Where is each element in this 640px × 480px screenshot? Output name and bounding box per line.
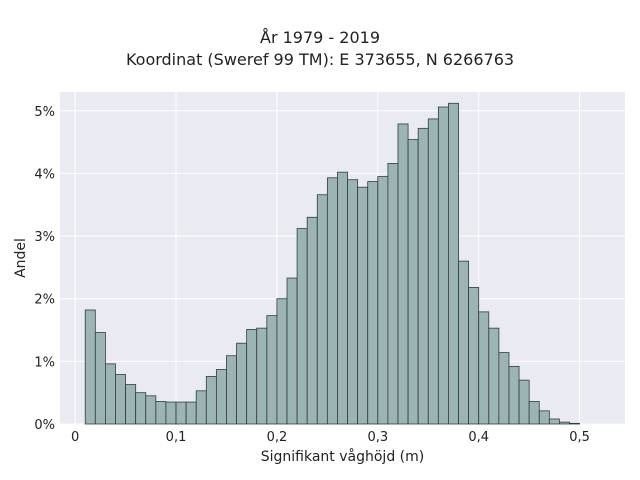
histogram-bar xyxy=(256,327,268,425)
histogram-bar xyxy=(105,363,116,425)
histogram-bar xyxy=(165,401,177,425)
histogram-bar xyxy=(569,422,580,425)
histogram-bar xyxy=(528,401,540,425)
x-tick-label: 0,3 xyxy=(367,430,388,445)
histogram-bar xyxy=(357,186,369,425)
histogram-bar xyxy=(417,127,429,425)
histogram-bar xyxy=(407,139,419,425)
y-tick-label: 1% xyxy=(34,355,55,370)
x-axis-ticks: 0 0,1 0,2 0,3 0,4 0,5 xyxy=(71,430,590,445)
histogram-bar xyxy=(498,352,510,425)
histogram-bar xyxy=(306,216,318,425)
histogram-bar xyxy=(468,287,480,425)
histogram-bar xyxy=(276,298,288,425)
histogram-bar xyxy=(246,329,258,425)
histogram-bar xyxy=(518,379,530,425)
histogram-bar xyxy=(437,106,449,425)
histogram-bar xyxy=(326,177,338,425)
histogram-bar xyxy=(236,342,248,425)
x-tick-label: 0,2 xyxy=(267,430,288,445)
x-axis-label: Signifikant våghöjd (m) xyxy=(261,448,424,465)
histogram-bar xyxy=(377,176,389,425)
histogram-bar xyxy=(508,365,520,425)
histogram-bar xyxy=(488,327,500,425)
histogram-bar xyxy=(286,277,298,425)
x-tick-label: 0,4 xyxy=(468,430,489,445)
histogram-bar xyxy=(175,401,187,425)
y-tick-label: 5% xyxy=(34,105,55,120)
histogram-bar xyxy=(397,123,409,425)
histogram-bar xyxy=(155,401,167,425)
histogram-bar xyxy=(538,410,550,425)
histogram-bar xyxy=(115,374,126,425)
histogram-bar xyxy=(135,392,147,425)
histogram-bar xyxy=(367,181,379,425)
histogram-bar xyxy=(448,102,459,425)
histogram-bar xyxy=(205,375,217,425)
y-tick-label: 3% xyxy=(34,230,55,245)
histogram-bar xyxy=(84,309,96,425)
histogram-bar xyxy=(316,194,328,425)
histogram-bar xyxy=(458,260,470,425)
histogram-bar xyxy=(548,418,560,425)
y-axis-label: Andel xyxy=(13,238,29,278)
histogram-bar xyxy=(215,369,227,425)
histogram-bar xyxy=(478,311,490,425)
histogram-bar xyxy=(387,163,399,425)
histogram-bar xyxy=(296,228,308,425)
histogram-bar xyxy=(337,171,348,425)
x-tick-label: 0,5 xyxy=(569,430,590,445)
y-axis-ticks: 0% 1% 2% 3% 4% 5% xyxy=(34,105,55,433)
histogram-bar xyxy=(347,179,359,425)
x-tick-label: 0 xyxy=(71,430,79,445)
histogram-bar xyxy=(559,421,570,425)
histogram-bar xyxy=(185,401,197,425)
histogram-bar xyxy=(145,395,157,425)
histogram-bar xyxy=(266,315,278,425)
chart-title: År 1979 - 2019 xyxy=(260,28,380,47)
histogram-bar xyxy=(427,118,439,425)
y-tick-label: 2% xyxy=(34,293,55,308)
chart-subtitle: Koordinat (Sweref 99 TM): E 373655, N 62… xyxy=(125,50,515,69)
y-tick-label: 0% xyxy=(34,418,55,433)
histogram-bars xyxy=(84,102,580,425)
histogram-bar xyxy=(94,332,106,425)
histogram-bar xyxy=(195,390,207,425)
x-tick-label: 0,1 xyxy=(166,430,187,445)
y-tick-label: 4% xyxy=(34,167,55,182)
histogram-bar xyxy=(125,384,137,425)
histogram-bar xyxy=(226,355,237,425)
